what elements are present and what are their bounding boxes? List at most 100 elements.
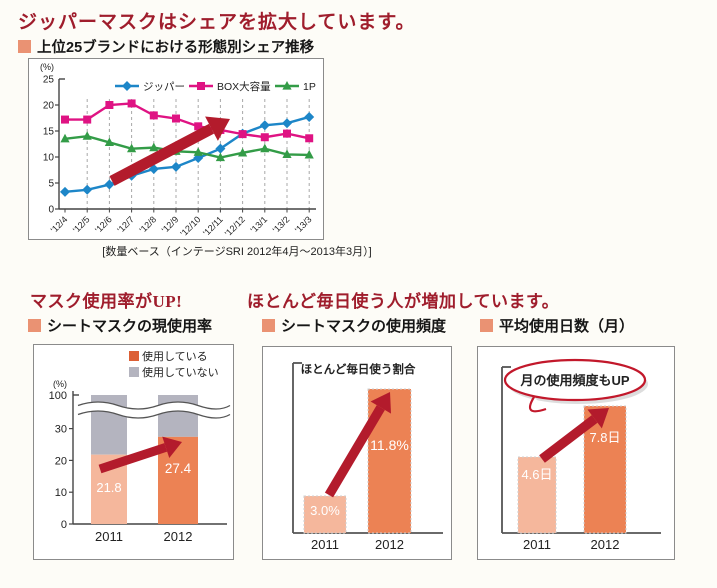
x-category-label: 2012 <box>164 529 193 544</box>
series-line <box>64 134 310 159</box>
y-axis-unit: (%) <box>40 62 54 72</box>
avg-days-bar-chart: 2011 2012 4.6日 7.8日 月の使用頻度もUP <box>501 358 661 552</box>
x-tick-label: '13/2 <box>271 214 292 235</box>
diamond-marker-icon <box>148 163 159 174</box>
y-tick-label: 20 <box>55 455 67 467</box>
title-bullet-icon <box>262 319 275 332</box>
triangle-marker-icon <box>193 147 203 156</box>
y-tick-label: 0 <box>48 205 54 216</box>
triangle-marker-icon <box>127 143 137 153</box>
legend-label: 1P <box>303 81 316 93</box>
square-marker-icon <box>105 101 114 109</box>
bar-value-label: 3.0% <box>310 503 340 518</box>
bar <box>517 456 557 534</box>
trend-arrow-shaft <box>98 443 168 474</box>
x-category-label: 2012 <box>375 537 404 552</box>
x-tick-label: '12/9 <box>160 214 181 235</box>
square-marker-icon <box>238 130 247 139</box>
bar-value-label: 27.4 <box>165 461 192 476</box>
x-tick-label: '12/6 <box>93 214 114 235</box>
square-marker-icon <box>61 115 69 124</box>
bar-not-using <box>158 395 198 437</box>
frequency-title-text: シートマスクの使用頻度 <box>281 318 447 335</box>
bar-value-label: 11.8% <box>370 437 409 453</box>
title-bullet-icon <box>480 319 493 332</box>
line-chart-caption: [数量ベース（インテージSRI 2012年4月～2013年3月）] <box>102 246 372 258</box>
x-tick-label: '12/12 <box>223 214 247 238</box>
square-marker-icon <box>283 129 291 138</box>
square-marker-icon <box>194 122 203 131</box>
bar-value-label: 4.6日 <box>521 467 552 482</box>
speech-bubble-tail <box>528 396 547 413</box>
square-marker-icon <box>127 99 136 108</box>
y-tick-label: 10 <box>43 153 55 164</box>
y-tick-label: 25 <box>43 75 55 86</box>
title-bullet-icon <box>18 40 31 53</box>
x-tick-label: '12/10 <box>178 214 202 238</box>
triangle-marker-icon <box>304 149 314 159</box>
diamond-marker-icon <box>282 118 292 129</box>
frequency-chart-frame: ほとんど毎日使う割合 2011 2012 3.0% 11.8% <box>262 346 452 560</box>
square-marker-icon <box>172 114 180 123</box>
square-marker-icon <box>149 111 158 120</box>
x-category-label: 2011 <box>95 529 123 544</box>
triangle-marker-icon <box>260 143 270 153</box>
y-axis-unit: (%) <box>53 379 67 389</box>
avg-days-chart-frame: 2011 2012 4.6日 7.8日 月の使用頻度もUP <box>477 346 675 560</box>
trend-arrow-head <box>370 392 392 414</box>
trend-arrow-shaft <box>324 405 385 498</box>
y-tick-label: 100 <box>49 390 67 402</box>
line-chart-title: 上位25ブランドにおける形態別シェア推移 <box>18 36 314 57</box>
triangle-marker-icon <box>60 133 70 143</box>
x-tick-label: '12/11 <box>201 214 225 238</box>
x-tick-label: '12/8 <box>138 214 159 235</box>
headline-usage-up: マスク使用率がUP! <box>30 292 183 311</box>
x-tick-label: '13/1 <box>249 214 270 235</box>
legend-label: 使用していない <box>142 366 219 379</box>
trend-arrow-head <box>205 116 230 141</box>
y-tick-label: 15 <box>43 127 55 138</box>
x-category-label: 2011 <box>311 537 339 552</box>
square-marker-icon <box>197 82 205 90</box>
trend-arrow-head <box>162 436 182 459</box>
trend-arrow-shaft <box>539 415 598 463</box>
x-category-label: 2012 <box>591 537 620 552</box>
avg-days-chart-title: 平均使用日数（月） <box>480 315 634 336</box>
series-line <box>64 115 310 194</box>
frequency-chart-title: シートマスクの使用頻度 <box>262 315 446 336</box>
usage-rate-chart-frame: 使用している 使用していない (%) 0 10 20 30 100 2011 2012 21.8 27… <box>33 344 234 560</box>
legend-label: BOX大容量 <box>217 80 271 93</box>
speech-bubble <box>503 358 647 402</box>
headline-daily-users: ほとんど毎日使う人が増加しています。 <box>247 292 560 311</box>
triangle-marker-icon <box>282 81 292 90</box>
diamond-marker-icon <box>171 161 181 172</box>
line-chart-frame: 0 5 10 15 20 25 (%) '12/4'12/5'12/6'12/7'12/8'1… <box>28 58 324 240</box>
diamond-marker-icon <box>304 111 315 122</box>
legend-swatch-not-using <box>129 367 139 377</box>
diamond-marker-icon <box>104 179 115 190</box>
x-tick-label: '12/4 <box>49 214 70 235</box>
axis-break-line <box>77 410 231 419</box>
diamond-marker-icon <box>122 81 132 91</box>
usage-rate-chart-title: シートマスクの現使用率 <box>28 315 212 336</box>
y-tick-label: 5 <box>48 179 54 190</box>
headline-zipper-share: ジッパーマスクはシェアを拡大しています。 <box>18 12 416 33</box>
square-marker-icon <box>260 133 269 142</box>
series-line <box>65 102 310 140</box>
triangle-marker-icon <box>104 137 114 147</box>
legend-label: 使用している <box>142 350 208 363</box>
triangle-marker-icon <box>215 152 225 162</box>
diamond-marker-icon <box>259 120 270 131</box>
legend-label: ジッパー <box>143 81 185 93</box>
avg-days-title-text: 平均使用日数（月） <box>499 318 635 335</box>
frequency-bar-chart: ほとんど毎日使う割合 2011 2012 3.0% 11.8% <box>292 362 443 552</box>
triangle-marker-icon <box>82 131 92 140</box>
y-tick-label: 10 <box>55 487 67 499</box>
triangle-marker-icon <box>149 142 159 152</box>
axis-break-line <box>77 401 231 410</box>
triangle-marker-icon <box>282 149 292 158</box>
speech-bubble-note: 月の使用頻度もUP <box>519 373 629 388</box>
trend-arrow-head <box>587 408 609 429</box>
